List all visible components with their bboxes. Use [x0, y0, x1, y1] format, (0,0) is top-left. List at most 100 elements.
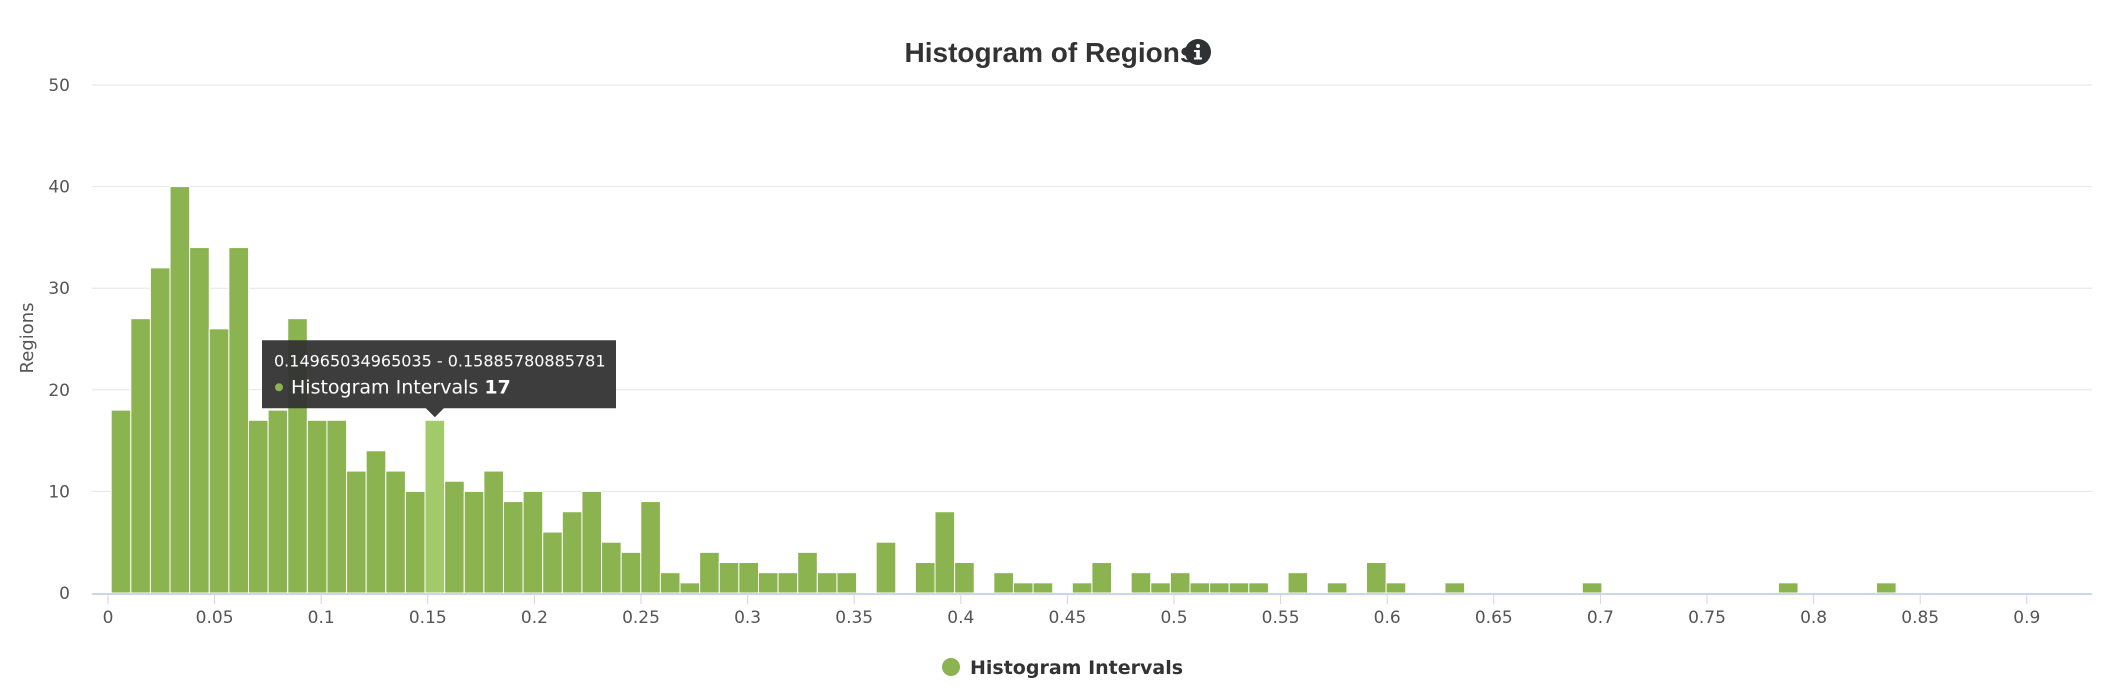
histogram-bar[interactable] — [326, 419, 348, 594]
histogram-bar[interactable] — [1169, 572, 1191, 594]
histogram-bar[interactable] — [1875, 582, 1897, 594]
x-tick-label: 0.35 — [835, 608, 873, 628]
chart-title: Histogram of Regions — [905, 37, 1211, 68]
x-tick-label: 0.75 — [1688, 608, 1726, 628]
x-axis-ticks: 0 0.05 0.1 0.15 0.2 0.25 0.3 0.35 0.4 0.45 0.5 0.55… — [103, 594, 2040, 628]
x-tick-label: 0.25 — [622, 608, 660, 628]
histogram-bar[interactable] — [993, 572, 1014, 594]
histogram-bar[interactable] — [1444, 582, 1466, 594]
x-tick-label: 0.8 — [1800, 608, 1827, 628]
histogram-bar[interactable] — [228, 247, 249, 594]
histogram-bar[interactable] — [934, 511, 956, 594]
histogram-bar[interactable] — [914, 562, 936, 594]
x-tick-label: 0.4 — [947, 608, 974, 628]
tooltip-box — [262, 340, 616, 418]
histogram-bar[interactable] — [189, 247, 210, 594]
histogram-bar[interactable] — [1581, 582, 1603, 594]
histogram-bar[interactable] — [247, 419, 269, 594]
x-tick-label: 0.45 — [1048, 608, 1086, 628]
histogram-bar[interactable] — [424, 419, 446, 594]
histogram-bar[interactable] — [1012, 582, 1034, 594]
histogram-bar[interactable] — [385, 470, 406, 594]
histogram-bar[interactable] — [836, 572, 858, 594]
histogram-bar[interactable] — [522, 490, 544, 594]
x-tick-label: 0.15 — [409, 608, 447, 628]
chart-title-text: Histogram of Regions — [905, 37, 1196, 68]
histogram-bar[interactable] — [1130, 572, 1152, 594]
histogram-bar[interactable] — [110, 409, 132, 594]
histogram-bar[interactable] — [777, 572, 799, 594]
histogram-bar[interactable] — [954, 562, 975, 594]
histogram-bar[interactable] — [463, 490, 485, 594]
tooltip-value: 17 — [484, 376, 510, 398]
histogram-bar[interactable] — [502, 501, 524, 594]
histogram-bar[interactable] — [1385, 582, 1407, 594]
x-tick-label: 0.7 — [1587, 608, 1614, 628]
histogram-bar[interactable] — [346, 470, 367, 594]
histogram-bar[interactable] — [130, 318, 151, 594]
grid-lines — [92, 84, 2092, 492]
histogram-bar[interactable] — [1071, 582, 1093, 594]
histogram-bar[interactable] — [1777, 582, 1799, 594]
y-tick-label: 0 — [59, 584, 70, 604]
info-icon[interactable] — [1185, 39, 1211, 65]
x-tick-label: 0.9 — [2013, 608, 2040, 628]
histogram-bar[interactable] — [1091, 562, 1113, 594]
x-tick-label: 0.1 — [308, 608, 335, 628]
histogram-bar[interactable] — [169, 186, 191, 594]
histogram-bar[interactable] — [738, 562, 759, 594]
y-axis-title: Regions — [17, 303, 38, 374]
histogram-bar[interactable] — [797, 551, 818, 594]
tooltip-series-name: Histogram Intervals — [291, 376, 484, 398]
histogram-bar[interactable] — [1150, 582, 1171, 594]
histogram-bar[interactable] — [306, 419, 328, 594]
x-tick-label: 0.6 — [1374, 608, 1401, 628]
histogram-bar[interactable] — [561, 511, 583, 594]
histogram-bar[interactable] — [444, 480, 465, 594]
histogram-bar[interactable] — [1326, 582, 1348, 594]
x-tick-label: 0.85 — [1901, 608, 1939, 628]
histogram-bar[interactable] — [699, 551, 720, 594]
histogram-bar[interactable] — [1287, 572, 1309, 594]
y-tick-label: 40 — [48, 178, 70, 198]
y-tick-label: 10 — [48, 482, 70, 502]
histogram-bar[interactable] — [483, 470, 504, 594]
histogram-bar[interactable] — [659, 572, 681, 594]
legend[interactable]: Histogram Intervals — [942, 657, 1183, 679]
x-tick-label: 0 — [103, 608, 114, 628]
histogram-bar[interactable] — [757, 572, 779, 594]
y-axis-tick-labels: 0 10 20 30 40 50 — [48, 76, 70, 604]
histogram-bar[interactable] — [620, 551, 642, 594]
histogram-bar[interactable] — [1248, 582, 1269, 594]
tooltip: 0.14965034965035 - 0.15885780885781 Histo… — [262, 340, 616, 418]
y-tick-label: 30 — [48, 279, 70, 299]
histogram-bar[interactable] — [149, 267, 171, 594]
tooltip-series: Histogram Intervals 17 — [291, 376, 511, 398]
histogram-bar[interactable] — [816, 572, 838, 594]
histogram-bar[interactable] — [1032, 582, 1054, 594]
histogram-bar[interactable] — [640, 501, 661, 594]
histogram-bar[interactable] — [1209, 582, 1230, 594]
tooltip-series-marker — [275, 383, 283, 392]
x-tick-label: 0.05 — [196, 608, 234, 628]
histogram-bar[interactable] — [679, 582, 701, 594]
histogram-bar[interactable] — [1189, 582, 1211, 594]
histogram-bar[interactable] — [365, 450, 387, 594]
legend-marker — [942, 658, 960, 676]
histogram-bar[interactable] — [718, 562, 740, 594]
histogram-bar[interactable] — [581, 490, 603, 594]
histogram-bar[interactable] — [267, 409, 289, 594]
histogram-bar[interactable] — [601, 541, 622, 594]
histogram-bar[interactable] — [875, 541, 897, 594]
x-tick-label: 0.65 — [1475, 608, 1513, 628]
histogram-bar[interactable] — [404, 490, 426, 594]
histogram-bar[interactable] — [1366, 562, 1387, 594]
x-tick-label: 0.3 — [734, 608, 761, 628]
histogram-bar[interactable] — [1228, 582, 1250, 594]
histogram-bar[interactable] — [542, 531, 563, 594]
x-tick-label: 0.5 — [1160, 608, 1187, 628]
legend-label[interactable]: Histogram Intervals — [970, 657, 1183, 679]
histogram-bar[interactable] — [208, 328, 230, 594]
y-tick-label: 50 — [48, 76, 70, 96]
